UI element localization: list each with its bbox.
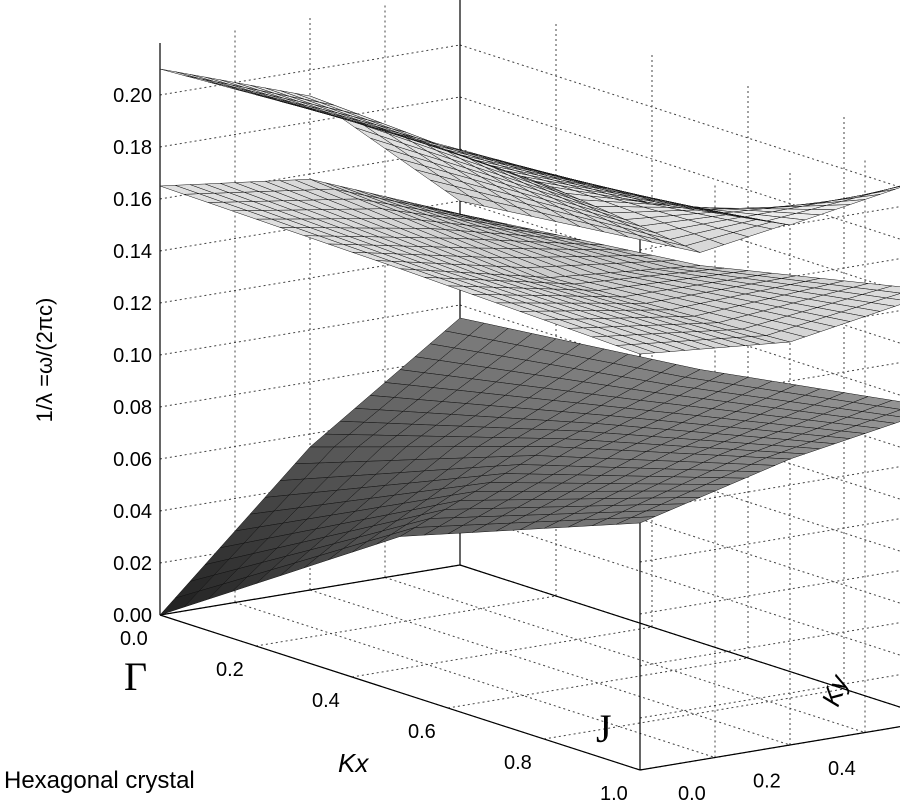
back-wall-gridline: [459, 44, 900, 188]
z-tick-label: 0.04: [113, 501, 152, 523]
side-wall-gridline: [639, 674, 900, 719]
floor-edge: [639, 726, 900, 771]
z-tick-label: 0.06: [113, 449, 152, 471]
z-tick-label: 0.20: [113, 85, 152, 107]
chart-caption: Hexagonal crystal: [4, 767, 195, 794]
z-tick-label: 0.08: [113, 397, 152, 419]
back-wall-gridline: [459, 148, 900, 292]
surface-facet: [159, 185, 200, 195]
back-wall-gridline: [459, 512, 900, 656]
surface-facet: [159, 68, 200, 79]
floor-gridline: [255, 595, 557, 647]
left-wall-gridline: [159, 96, 461, 148]
y-tick-label: 0.4: [828, 758, 856, 780]
z-tick-label: 0.02: [113, 553, 152, 575]
floor-gridline: [447, 657, 749, 709]
back-wall-gridline: [459, 96, 900, 240]
left-wall-gridline: [159, 512, 461, 564]
z-tick-label: 0.16: [113, 189, 152, 211]
surface-facet: [855, 189, 896, 198]
gamma-point-label: Γ: [124, 654, 147, 699]
band-3-surface: [159, 68, 900, 253]
back-wall-gridline: [459, 252, 900, 396]
floor-gridline: [234, 602, 716, 758]
y-tick-label: 0.2: [753, 771, 781, 793]
side-wall-gridline: [639, 622, 900, 667]
tick-labels: 0.00 0.02 0.04 0.06 0.08 0.10 0.12 0.14 0.16 0.18…: [113, 85, 856, 800]
x-axis-label: Kx: [338, 748, 369, 778]
x-tick-label: 0.6: [408, 721, 436, 743]
band-surfaces: [159, 68, 900, 616]
z-tick-label: 0.10: [113, 345, 152, 367]
floor-gridline: [351, 626, 653, 678]
back-wall-gridline: [459, 460, 900, 604]
z-axis-label: 1/λ =ω/(2πc): [32, 298, 57, 423]
x-tick-label: 0.8: [504, 752, 532, 774]
y-axis-label: Ky: [815, 669, 854, 710]
left-wall-gridline: [159, 408, 461, 460]
x-tick-label: 0.4: [312, 690, 340, 712]
floor-edge: [159, 564, 461, 616]
left-wall-gridline: [159, 304, 461, 356]
floor-gridline: [639, 726, 900, 771]
back-wall-gridline: [459, 408, 900, 552]
left-wall-gridline: [159, 252, 461, 304]
back-wall-gridline: [459, 356, 900, 500]
band-1-surface: [159, 317, 900, 616]
back-wall-gridline: [459, 200, 900, 344]
side-wall-gridline: [639, 570, 900, 615]
j-point-label: J: [596, 706, 612, 751]
floor-gridline: [543, 688, 845, 740]
z-tick-label: 0.14: [113, 241, 152, 263]
left-wall-gridline: [159, 200, 461, 252]
side-wall-gridline: [639, 518, 900, 563]
z-tick-label: 0.00: [113, 605, 152, 627]
left-wall-gridline: [159, 356, 461, 408]
z-tick-label: 0.12: [113, 293, 152, 315]
side-wall-gridline: [639, 726, 900, 771]
y-tick-label: 0.0: [678, 783, 706, 800]
floor-edge: [459, 564, 900, 708]
x-tick-label: 0.2: [216, 659, 244, 681]
left-wall-gridline: [159, 44, 461, 96]
z-tick-label: 0.18: [113, 137, 152, 159]
floor-gridline: [384, 577, 866, 733]
x-tick-label: 0.0: [120, 628, 148, 650]
left-wall-gridline: [159, 460, 461, 512]
floor-gridline: [309, 589, 791, 746]
x-tick-label: 1.0: [600, 783, 628, 800]
band-2-surface: [159, 178, 900, 355]
floor-edge: [159, 614, 641, 771]
surface-facet: [159, 590, 200, 616]
